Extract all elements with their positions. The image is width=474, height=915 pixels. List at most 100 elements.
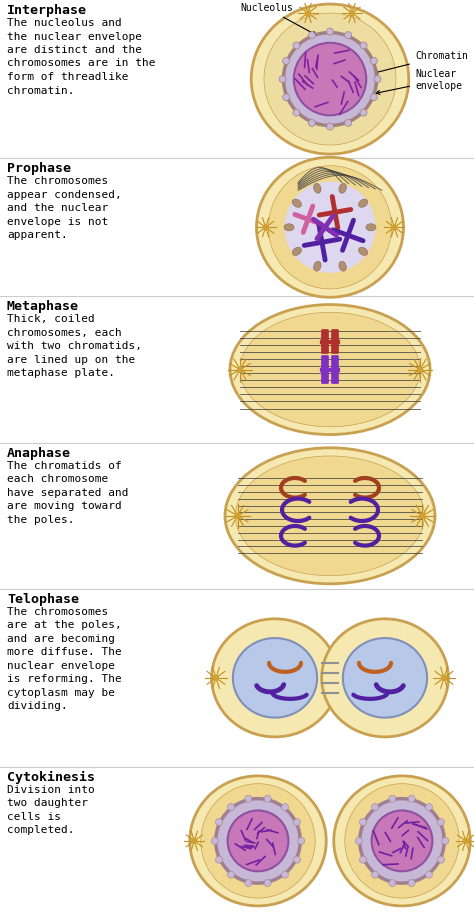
- Ellipse shape: [374, 76, 381, 82]
- Ellipse shape: [283, 33, 376, 125]
- FancyBboxPatch shape: [321, 356, 328, 383]
- Ellipse shape: [298, 837, 305, 845]
- Text: envelope is not: envelope is not: [7, 217, 108, 227]
- Ellipse shape: [292, 247, 301, 255]
- Ellipse shape: [370, 93, 377, 101]
- Text: Metaphase: Metaphase: [7, 300, 79, 314]
- Text: are at the poles,: are at the poles,: [7, 620, 122, 630]
- Ellipse shape: [389, 795, 396, 802]
- Ellipse shape: [442, 837, 449, 845]
- Text: the poles.: the poles.: [7, 514, 74, 524]
- Text: more diffuse. The: more diffuse. The: [7, 648, 122, 657]
- Text: The nucleolus and: The nucleolus and: [7, 18, 122, 28]
- Text: Prophase: Prophase: [7, 162, 71, 175]
- Text: Interphase: Interphase: [7, 4, 87, 17]
- Circle shape: [349, 11, 355, 16]
- Ellipse shape: [294, 43, 366, 115]
- Ellipse shape: [360, 856, 366, 863]
- Circle shape: [392, 225, 397, 230]
- Ellipse shape: [230, 305, 430, 435]
- Circle shape: [263, 225, 268, 230]
- Circle shape: [418, 367, 422, 372]
- Ellipse shape: [216, 799, 300, 883]
- Ellipse shape: [279, 76, 286, 82]
- Ellipse shape: [372, 803, 379, 811]
- Text: The chromosomes: The chromosomes: [7, 176, 108, 186]
- Circle shape: [213, 675, 219, 681]
- Text: form of threadlike: form of threadlike: [7, 72, 128, 82]
- Text: each chromosome: each chromosome: [7, 474, 108, 484]
- Ellipse shape: [308, 120, 315, 126]
- Text: and are becoming: and are becoming: [7, 634, 115, 644]
- Ellipse shape: [245, 879, 252, 887]
- Ellipse shape: [292, 199, 301, 208]
- Ellipse shape: [216, 819, 222, 825]
- Ellipse shape: [228, 811, 288, 871]
- Ellipse shape: [408, 795, 415, 802]
- Text: metaphase plate.: metaphase plate.: [7, 369, 115, 379]
- Text: Cytokinesis: Cytokinesis: [7, 770, 95, 784]
- Text: chromosomes are in the: chromosomes are in the: [7, 59, 155, 69]
- Ellipse shape: [408, 879, 415, 887]
- Ellipse shape: [426, 803, 432, 811]
- Text: with two chromatids,: with two chromatids,: [7, 341, 142, 351]
- Ellipse shape: [293, 856, 301, 863]
- Ellipse shape: [245, 795, 252, 802]
- Text: cells is: cells is: [7, 812, 61, 822]
- Ellipse shape: [284, 182, 375, 273]
- Text: is reforming. The: is reforming. The: [7, 674, 122, 684]
- Ellipse shape: [366, 224, 376, 231]
- Ellipse shape: [370, 58, 377, 64]
- FancyBboxPatch shape: [331, 329, 338, 353]
- Ellipse shape: [211, 619, 338, 737]
- Ellipse shape: [360, 42, 367, 49]
- Ellipse shape: [360, 819, 366, 825]
- Ellipse shape: [233, 638, 317, 717]
- Ellipse shape: [293, 819, 301, 825]
- Ellipse shape: [355, 837, 362, 845]
- Ellipse shape: [293, 42, 300, 49]
- Circle shape: [235, 513, 240, 518]
- Ellipse shape: [345, 120, 352, 126]
- Circle shape: [237, 367, 243, 372]
- Text: chromatin.: chromatin.: [7, 85, 74, 95]
- Ellipse shape: [372, 811, 432, 871]
- Text: Thick, coiled: Thick, coiled: [7, 315, 95, 325]
- Ellipse shape: [268, 166, 392, 289]
- Text: Anaphase: Anaphase: [7, 447, 71, 459]
- Ellipse shape: [308, 32, 315, 38]
- Ellipse shape: [339, 183, 346, 193]
- Text: and the nuclear: and the nuclear: [7, 203, 108, 213]
- Ellipse shape: [426, 871, 432, 878]
- Ellipse shape: [190, 776, 326, 906]
- Ellipse shape: [314, 262, 321, 271]
- Ellipse shape: [343, 638, 427, 717]
- Ellipse shape: [284, 224, 294, 231]
- Ellipse shape: [293, 109, 300, 116]
- Text: are lined up on the: are lined up on the: [7, 355, 135, 365]
- FancyBboxPatch shape: [321, 329, 328, 353]
- Ellipse shape: [282, 803, 289, 811]
- Ellipse shape: [327, 28, 334, 35]
- Ellipse shape: [345, 32, 352, 38]
- Ellipse shape: [264, 795, 271, 802]
- Text: the nuclear envelope: the nuclear envelope: [7, 31, 142, 41]
- Ellipse shape: [438, 819, 445, 825]
- Ellipse shape: [225, 447, 435, 584]
- Text: nuclear envelope: nuclear envelope: [7, 661, 115, 671]
- Ellipse shape: [283, 93, 290, 101]
- Text: The chromosomes: The chromosomes: [7, 607, 108, 617]
- Ellipse shape: [389, 879, 396, 887]
- Circle shape: [420, 513, 425, 518]
- Ellipse shape: [359, 199, 368, 208]
- Text: appear condensed,: appear condensed,: [7, 189, 122, 199]
- Ellipse shape: [251, 4, 409, 154]
- Ellipse shape: [236, 456, 425, 576]
- Ellipse shape: [264, 13, 396, 145]
- Text: are distinct and the: are distinct and the: [7, 45, 142, 55]
- Text: The chromatids of: The chromatids of: [7, 460, 122, 470]
- Circle shape: [463, 838, 468, 844]
- Ellipse shape: [283, 58, 290, 64]
- Ellipse shape: [360, 109, 367, 116]
- Ellipse shape: [240, 312, 420, 426]
